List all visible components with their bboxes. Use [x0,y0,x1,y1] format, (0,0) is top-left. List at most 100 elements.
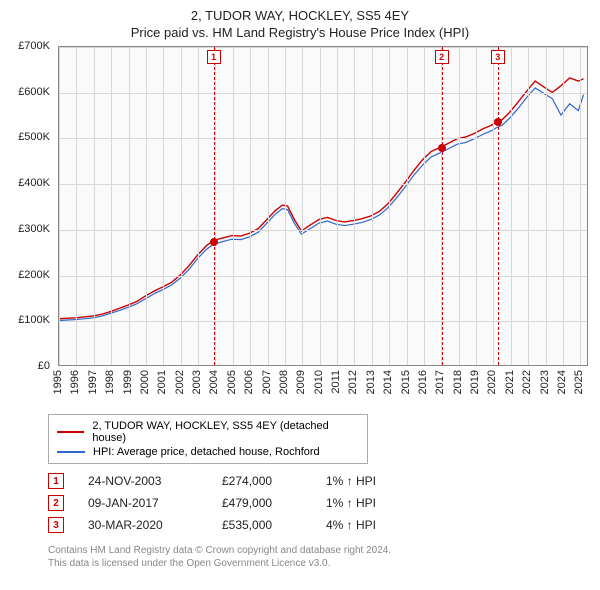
chart-container: 2, TUDOR WAY, HOCKLEY, SS5 4EY Price pai… [0,0,600,580]
legend-swatch [57,451,85,453]
transaction-price: £274,000 [222,474,302,488]
x-axis-label: 2009 [295,370,307,394]
chart-gridline-v [459,47,460,365]
chart-gridline-v [476,47,477,365]
x-axis-label: 2015 [400,370,412,394]
chart-title-sub: Price paid vs. HM Land Registry's House … [10,25,590,40]
legend-label: HPI: Average price, detached house, Roch… [93,446,320,458]
chart-marker-box: 3 [491,50,505,64]
transaction-note: 4% ↑ HPI [326,518,376,532]
chart-gridline-v [76,47,77,365]
chart-gridline-v [285,47,286,365]
x-axis-label: 2011 [330,370,342,394]
x-axis-label: 2013 [365,370,377,394]
chart-series-hpi [59,88,584,321]
chart-gridline-h [59,276,587,277]
transaction-date: 09-JAN-2017 [88,496,198,510]
transaction-row: 2 09-JAN-2017 £479,000 1% ↑ HPI [48,492,590,514]
transaction-row: 1 24-NOV-2003 £274,000 1% ↑ HPI [48,470,590,492]
legend-item: HPI: Average price, detached house, Roch… [57,445,359,459]
chart-gridline-v [215,47,216,365]
x-axis-label: 2003 [191,370,203,394]
x-axis-label: 1999 [122,370,134,394]
chart-marker-dot [494,118,502,126]
chart-gridline-h [59,93,587,94]
transactions-table: 1 24-NOV-2003 £274,000 1% ↑ HPI 2 09-JAN-2017… [48,470,590,536]
x-axis-label: 2008 [278,370,290,394]
chart-gridline-v [563,47,564,365]
chart-gridline-h [59,321,587,322]
x-axis-label: 2007 [261,370,273,394]
transaction-index-box: 1 [48,473,64,489]
chart-gridline-v [546,47,547,365]
transaction-index-box: 2 [48,495,64,511]
y-axis-label: £400K [2,177,50,189]
chart-gridline-v [407,47,408,365]
transaction-note: 1% ↑ HPI [326,496,376,510]
chart-marker-dot [438,144,446,152]
chart-marker-line [214,47,215,365]
chart-gridline-v [354,47,355,365]
chart-marker-line [442,47,443,365]
chart-marker-box: 1 [207,50,221,64]
chart-gridline-v [129,47,130,365]
chart-area: 123 £0£100K£200K£300K£400K£500K£600K£700… [10,46,590,406]
y-axis-label: £500K [2,131,50,143]
chart-gridline-v [250,47,251,365]
x-axis-label: 1998 [104,370,116,394]
x-axis-label: 1995 [52,370,64,394]
y-axis-label: £100K [2,314,50,326]
legend-item: 2, TUDOR WAY, HOCKLEY, SS5 4EY (detached… [57,419,359,445]
x-axis-label: 2017 [434,370,446,394]
chart-gridline-v [528,47,529,365]
chart-gridline-v [424,47,425,365]
x-axis-label: 2010 [313,370,325,394]
chart-gridline-v [511,47,512,365]
y-axis-label: £0 [2,360,50,372]
transaction-note: 1% ↑ HPI [326,474,376,488]
chart-gridline-v [59,47,60,365]
y-axis-label: £600K [2,86,50,98]
chart-gridline-v [198,47,199,365]
y-axis-label: £300K [2,223,50,235]
chart-gridline-v [372,47,373,365]
transaction-date: 24-NOV-2003 [88,474,198,488]
chart-gridline-v [389,47,390,365]
footer-line-1: Contains HM Land Registry data © Crown c… [48,544,590,557]
x-axis-label: 2023 [539,370,551,394]
x-axis-label: 2019 [469,370,481,394]
transaction-price: £479,000 [222,496,302,510]
chart-marker-box: 2 [435,50,449,64]
chart-gridline-h [59,47,587,48]
transaction-row: 330-MAR-2020£535,0004% ↑ HPI [48,514,590,536]
legend-swatch [57,431,84,433]
chart-gridline-v [163,47,164,365]
x-axis-label: 2000 [139,370,151,394]
x-axis-label: 2004 [208,370,220,394]
transaction-price: £535,000 [222,518,302,532]
x-axis-label: 2006 [243,370,255,394]
chart-legend: 2, TUDOR WAY, HOCKLEY, SS5 4EY (detached… [48,414,368,464]
chart-marker-dot [210,238,218,246]
x-axis-label: 2005 [226,370,238,394]
x-axis-label: 2002 [174,370,186,394]
chart-plot: 1 2 3 [58,46,588,366]
x-axis-label: 2012 [347,370,359,394]
chart-gridline-v [181,47,182,365]
chart-gridline-h [59,184,587,185]
x-axis-label: 1997 [87,370,99,394]
footer-line-2: This data is licensed under the Open Gov… [48,557,590,570]
chart-gridline-h [59,230,587,231]
chart-title-address: 2, TUDOR WAY, HOCKLEY, SS5 4EY [10,8,590,23]
chart-gridline-v [233,47,234,365]
chart-titles: 2, TUDOR WAY, HOCKLEY, SS5 4EY Price pai… [10,8,590,40]
transaction-index-box: 3 [48,517,64,533]
chart-marker-line [498,47,499,365]
x-axis-label: 2024 [556,370,568,394]
chart-gridline-v [94,47,95,365]
x-axis-label: 2018 [452,370,464,394]
chart-series-property [59,78,584,319]
x-axis-label: 2025 [573,370,585,394]
chart-gridline-v [493,47,494,365]
x-axis-label: 1996 [69,370,81,394]
